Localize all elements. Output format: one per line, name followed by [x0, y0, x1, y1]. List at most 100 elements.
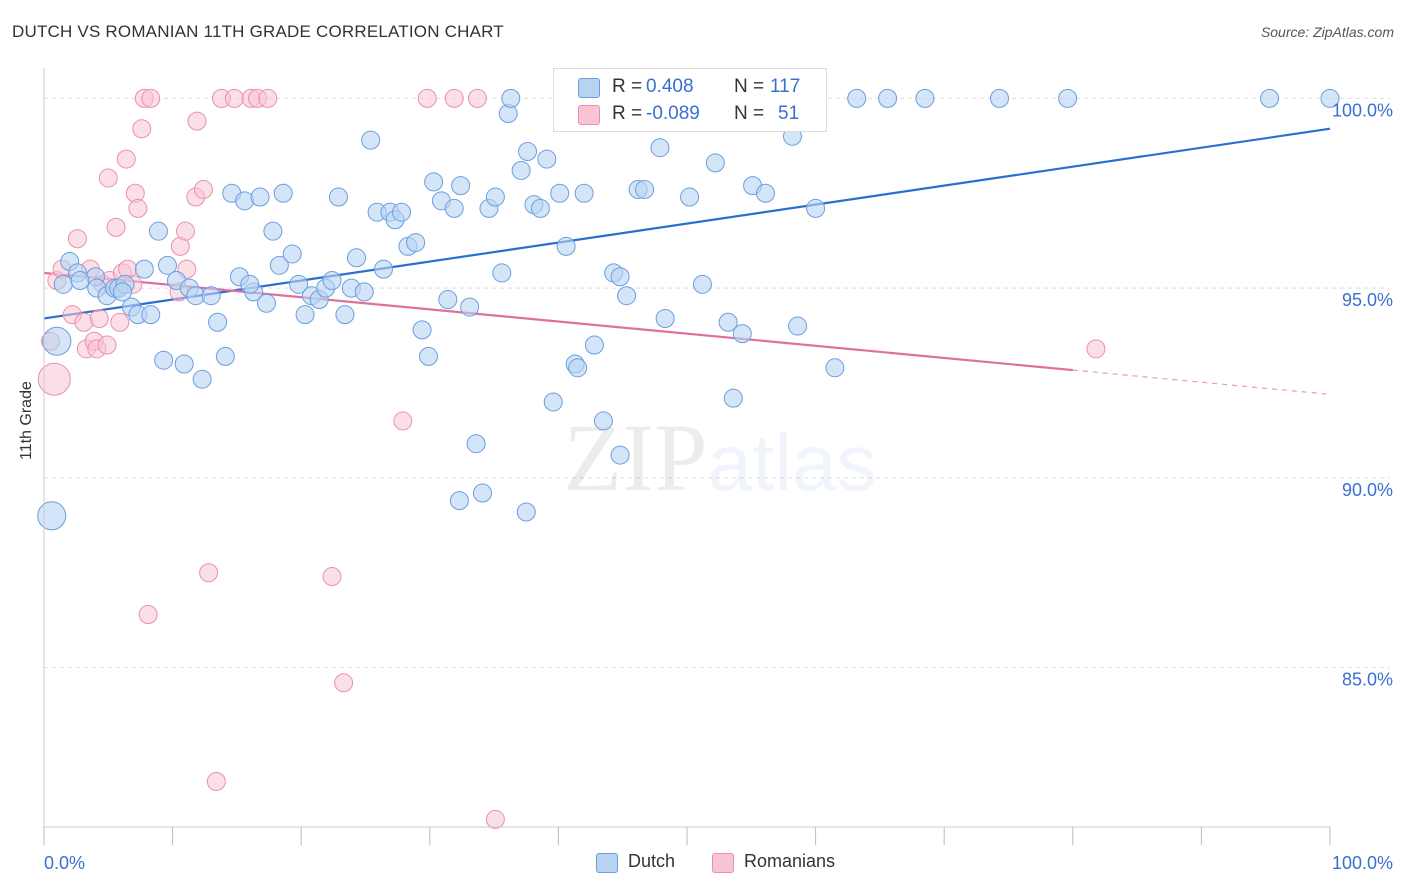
romanians-point: [485, 809, 505, 829]
romanians-point: [199, 563, 219, 583]
dutch-point: [412, 320, 432, 340]
dutch-point: [593, 411, 613, 431]
romanians-point: [444, 88, 464, 108]
dutch-point: [705, 153, 725, 173]
dutch-point: [825, 358, 845, 378]
dutch-point: [1320, 88, 1340, 108]
dutch-point: [989, 88, 1009, 108]
romanians-point: [97, 335, 117, 355]
dutch-point: [263, 221, 283, 241]
dutch-point: [610, 267, 630, 287]
romanians-swatch: [578, 105, 600, 125]
dutch-n-label: N =: [734, 76, 765, 97]
dutch-point: [550, 183, 570, 203]
watermark: ZIPatlas: [564, 404, 877, 511]
dutch-point: [878, 88, 898, 108]
x-tick-label-0: 0.0%: [44, 853, 85, 873]
romanians-point: [193, 179, 213, 199]
dutch-point: [650, 138, 670, 158]
dutch-point: [1058, 88, 1078, 108]
y-axis-title: 11th Grade: [18, 381, 35, 460]
dutch-point: [37, 501, 67, 531]
dutch-point: [568, 358, 588, 378]
romanians-point: [206, 771, 226, 791]
dutch-point: [250, 187, 270, 207]
romanians-point: [224, 88, 244, 108]
grid-lines: [44, 97, 1390, 669]
romanians-point: [322, 567, 342, 587]
dutch-point: [680, 187, 700, 207]
romanians-r-value: -0.089: [646, 103, 700, 124]
dutch-point: [70, 271, 90, 291]
y-tick-label-100: 100.0%: [1332, 100, 1393, 120]
dutch-point: [295, 305, 315, 325]
dutch-point: [518, 141, 538, 161]
dutch-point: [335, 305, 355, 325]
dutch-legend-swatch: [596, 853, 618, 873]
romanians-point: [67, 229, 87, 249]
dutch-point: [42, 326, 72, 356]
dutch-point: [692, 274, 712, 294]
dutch-point: [537, 149, 557, 169]
x-tick-labels: 0.0% 100.0%: [44, 853, 1393, 873]
dutch-point: [806, 198, 826, 218]
dutch-point: [157, 255, 177, 275]
romanians-point: [187, 111, 207, 131]
dutch-point: [374, 259, 394, 279]
dutch-point: [346, 248, 366, 268]
dutch-point: [492, 263, 512, 283]
dutch-point: [915, 88, 935, 108]
dutch-point: [530, 198, 550, 218]
dutch-point: [148, 221, 168, 241]
romanians-point: [110, 312, 130, 332]
dutch-point: [610, 445, 630, 465]
dutch-point: [451, 176, 471, 196]
romanians-point: [393, 411, 413, 431]
dutch-point: [354, 282, 374, 302]
axes: [43, 68, 1331, 845]
romanians-point: [417, 88, 437, 108]
dutch-point: [154, 350, 174, 370]
dutch-r-value: 0.408: [646, 76, 694, 97]
romanians-point: [1086, 339, 1106, 359]
dutch-point: [112, 282, 132, 302]
source-label: Source: ZipAtlas.com: [1260, 24, 1394, 40]
romanians-point: [128, 198, 148, 218]
dutch-point: [256, 293, 276, 313]
romanians-point: [106, 217, 126, 237]
dutch-n-value: 117: [770, 76, 801, 97]
stats-legend: R = 0.408 N = 117 R = -0.089 N = 51: [553, 68, 827, 132]
dutch-point: [473, 483, 493, 503]
dutch-point: [516, 502, 536, 522]
dutch-point: [788, 316, 808, 336]
romanians-point: [141, 88, 161, 108]
dutch-point: [755, 183, 775, 203]
dutch-point: [201, 286, 221, 306]
romanians-r-label: R =: [612, 103, 643, 124]
legend-row-dutch: R = 0.408 N = 117: [554, 75, 824, 101]
dutch-point: [240, 274, 260, 294]
dutch-point: [617, 286, 637, 306]
dutch-point: [361, 130, 381, 150]
romanians-point: [467, 88, 487, 108]
dutch-point: [584, 335, 604, 355]
y-tick-labels: 100.0% 95.0% 90.0% 85.0%: [1332, 100, 1393, 689]
dutch-point: [141, 305, 161, 325]
romanians-point: [89, 308, 109, 328]
dutch-point: [419, 346, 439, 366]
romanians-legend-swatch: [712, 853, 734, 873]
legend-row-romanians: R = -0.089 N = 51: [554, 102, 824, 128]
dutch-legend-label: Dutch: [628, 851, 676, 871]
dutch-point: [574, 183, 594, 203]
romanians-point: [98, 168, 118, 188]
dutch-point: [273, 183, 293, 203]
romanians-n-label: N =: [734, 103, 765, 124]
romanians-legend-label: Romanians: [744, 851, 836, 871]
dutch-point: [424, 172, 444, 192]
romanians-point: [138, 604, 158, 624]
dutch-point: [1260, 88, 1280, 108]
dutch-point: [215, 346, 235, 366]
dutch-point: [543, 392, 563, 412]
dutch-swatch: [578, 78, 600, 98]
